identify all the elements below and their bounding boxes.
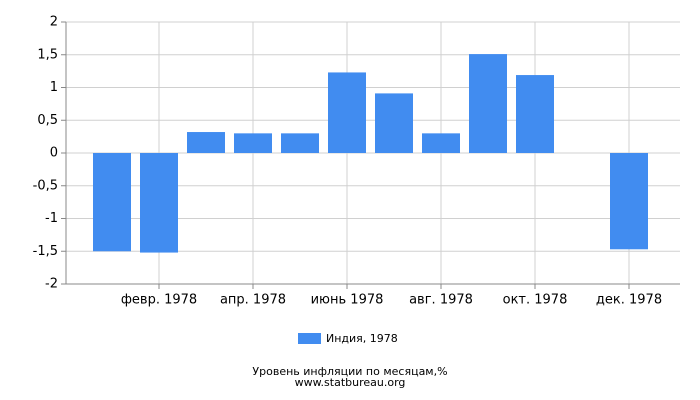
legend-swatch [298,333,321,344]
bar [516,75,554,153]
bar [375,93,413,153]
legend-label: Индия, 1978 [326,332,398,345]
x-tick-label: апр. 1978 [220,293,286,308]
y-tick-label: 0 [50,146,58,161]
x-tick-label: авг. 1978 [409,293,473,308]
y-tick-label: 1 [50,80,58,95]
bar [328,72,366,153]
x-tick-label: дек. 1978 [596,293,662,308]
y-tick-label: -1 [45,211,58,226]
y-tick-label: -0,5 [33,178,58,193]
bar [234,133,272,153]
bar [610,153,648,250]
y-tick-label: 1,5 [37,47,58,62]
x-tick-label: июнь 1978 [311,293,384,308]
y-tick-label: 0,5 [37,113,58,128]
bar [93,153,131,252]
y-tick-label: 2 [50,15,58,30]
x-tick-label: окт. 1978 [503,293,568,308]
bar [422,133,460,153]
bar [140,153,178,253]
x-tick-label: февр. 1978 [121,293,197,308]
bar [187,132,225,153]
caption: www.statbureau.org [295,376,406,389]
y-tick-label: -2 [45,277,58,292]
y-tick-label: -1,5 [33,244,58,259]
bar [469,54,507,153]
caption: Уровень инфляции по месяцам,% [252,365,447,378]
bar [281,133,319,153]
